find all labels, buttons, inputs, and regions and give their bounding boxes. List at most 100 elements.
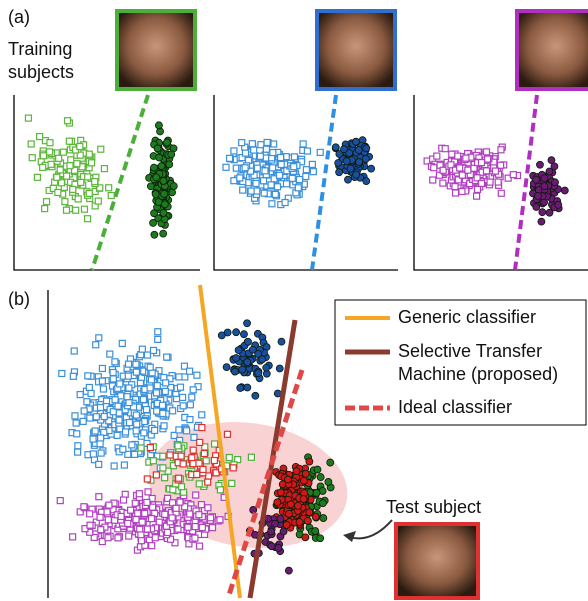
point: [361, 155, 370, 163]
point: [105, 501, 113, 509]
point: [129, 403, 138, 411]
point: [87, 159, 96, 167]
point: [433, 152, 441, 160]
point: [284, 509, 293, 518]
point: [89, 435, 97, 443]
point: [120, 461, 128, 469]
point: [162, 522, 171, 530]
point: [294, 184, 302, 192]
point: [39, 152, 48, 160]
point: [294, 501, 302, 510]
point: [275, 171, 284, 179]
point: [47, 160, 55, 168]
point: [297, 158, 306, 166]
point: [260, 189, 268, 197]
point: [142, 405, 151, 414]
point: [159, 452, 167, 460]
point: [473, 174, 481, 182]
point: [256, 152, 264, 160]
point: [85, 189, 93, 198]
point: [456, 164, 464, 172]
point: [150, 163, 158, 172]
point: [228, 479, 236, 487]
point: [69, 185, 77, 193]
point: [65, 137, 73, 145]
point: [97, 449, 105, 457]
point: [132, 411, 140, 419]
point: [161, 474, 169, 482]
point: [147, 515, 156, 523]
point: [537, 217, 546, 226]
point: [195, 542, 204, 550]
point: [302, 172, 310, 181]
point: [175, 426, 183, 434]
point: [111, 358, 119, 366]
legend-entry: Ideal classifier: [398, 397, 513, 417]
point: [54, 188, 62, 197]
point: [80, 503, 88, 511]
point: [76, 508, 84, 516]
point: [458, 187, 466, 196]
point: [225, 453, 233, 462]
point: [160, 422, 168, 430]
point: [309, 168, 317, 176]
point: [497, 189, 505, 197]
point: [174, 525, 182, 533]
point: [97, 145, 105, 153]
point: [212, 469, 220, 477]
point: [46, 139, 54, 147]
point: [277, 337, 286, 346]
point: [230, 177, 238, 185]
point: [199, 465, 207, 474]
point: [275, 364, 284, 373]
point: [138, 518, 146, 526]
point: [155, 153, 164, 162]
point: [45, 148, 54, 156]
legend-entry: Selective Transfer Machine (proposed): [398, 341, 559, 384]
point: [76, 142, 84, 151]
point: [59, 148, 67, 156]
point: [179, 460, 187, 468]
point: [232, 354, 241, 362]
point: [351, 137, 360, 146]
point: [57, 179, 66, 187]
point: [99, 385, 108, 393]
point: [96, 513, 104, 521]
point: [24, 114, 33, 122]
point: [532, 175, 541, 184]
point: [181, 503, 189, 511]
point: [74, 195, 82, 203]
training-faces: [115, 9, 588, 91]
point: [163, 528, 172, 537]
point: [195, 459, 203, 467]
point: [195, 480, 203, 488]
point: [251, 391, 260, 400]
point: [494, 178, 502, 186]
point: [188, 454, 196, 462]
point: [316, 148, 324, 157]
point: [103, 508, 111, 516]
point: [74, 442, 82, 450]
point: [169, 407, 177, 415]
point: [303, 147, 312, 155]
point: [104, 534, 112, 542]
point: [200, 449, 208, 458]
point: [139, 395, 148, 404]
point: [230, 147, 238, 155]
point: [243, 319, 251, 328]
point: [262, 145, 271, 153]
point: [157, 162, 166, 170]
point: [95, 460, 103, 469]
point: [560, 186, 569, 195]
point: [85, 150, 93, 158]
point: [169, 486, 177, 494]
point: [312, 488, 321, 497]
point: [551, 178, 559, 187]
point: [167, 150, 176, 159]
point: [234, 455, 242, 464]
point: [344, 175, 352, 184]
point: [146, 182, 155, 191]
point: [252, 179, 260, 188]
point: [111, 396, 119, 404]
